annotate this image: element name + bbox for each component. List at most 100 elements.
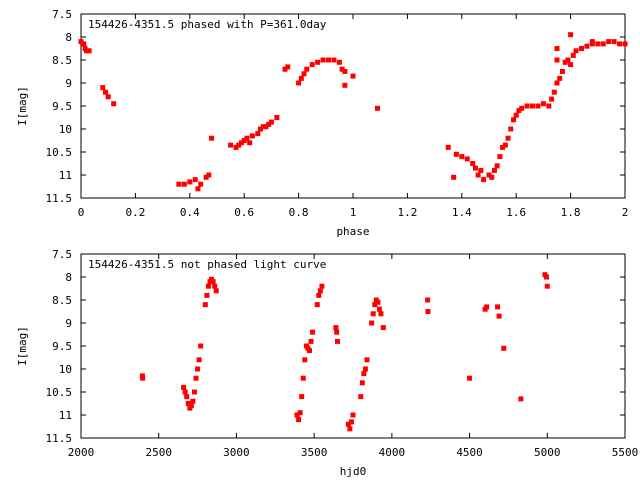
data-point [334,338,340,344]
data-point [274,115,280,120]
x-tick-label: 1.4 [452,206,472,219]
axis-ticks [80,253,626,439]
data-point [300,375,306,381]
data-point [202,302,208,308]
data-point [316,292,322,298]
data-point [233,144,239,150]
data-point [306,348,312,354]
data-point [185,401,191,406]
data-points [78,32,628,192]
data-point [459,154,465,160]
data-point [244,135,250,141]
data-point [333,325,339,331]
data-point [361,371,367,377]
data-point [260,124,266,130]
axis-ticks [80,13,626,199]
data-point [193,375,199,381]
x-tick-label: 1.8 [561,206,581,219]
data-point [374,105,380,111]
data-point [336,59,342,65]
y-tick-label: 10 [59,363,72,376]
data-point [298,75,304,81]
data-point [350,73,356,79]
data-point [347,426,353,432]
data-point [182,389,188,395]
data-point [464,156,470,162]
data-point [203,174,209,180]
data-point [204,292,210,298]
data-point [302,357,308,363]
x-tick-label: 4500 [456,446,483,459]
data-point [549,96,555,102]
data-point [297,410,303,416]
data-point [196,357,202,363]
data-point [502,142,508,148]
x-tick-label: 0.2 [125,206,145,219]
data-point [236,142,242,148]
data-point [518,396,524,402]
y-tick-label: 11 [59,409,72,422]
data-point [606,39,612,45]
data-point [331,57,337,63]
data-point [370,311,376,317]
data-point [600,41,606,47]
data-point [358,394,364,400]
data-point [376,306,382,312]
x-tick-labels: 0 0.2 0.4 0.6 0.8 1 1.2 1.4 1.6 1.8 2 [78,206,629,219]
data-point [535,103,541,109]
data-point [497,154,503,160]
data-point [568,62,574,68]
x-tick-label: 0.8 [289,206,309,219]
data-point [470,161,476,166]
data-point [206,172,212,178]
y-tick-label: 8 [65,271,72,284]
data-point [425,309,431,314]
data-point [181,384,187,390]
data-point [326,57,332,63]
data-point [299,394,305,400]
data-point [557,75,563,81]
data-points [139,272,550,432]
x-tick-label: 4000 [379,446,406,459]
data-point [544,274,550,280]
data-point [369,320,375,326]
data-point [238,140,244,146]
data-point [524,103,530,109]
data-point [584,43,590,49]
data-point [565,57,571,63]
data-point [500,144,506,150]
data-point [559,69,565,74]
x-axis-label: phase [336,225,369,238]
data-point [315,59,321,65]
data-point [345,421,351,427]
data-point [181,181,187,187]
data-point [501,345,507,351]
data-point [578,46,584,51]
data-point [453,151,459,157]
data-point [508,126,514,132]
data-point [622,41,628,47]
data-point [544,283,550,289]
y-tick-label: 9 [65,77,72,90]
data-point [212,283,218,289]
data-point [467,375,473,381]
data-point [425,297,431,303]
data-point [308,338,314,344]
data-point [187,179,193,185]
data-point [247,140,253,146]
data-point [546,103,552,109]
data-point [81,41,87,47]
data-point [380,325,386,331]
x-tick-label: 1.6 [506,206,526,219]
data-point [190,398,196,404]
data-point [140,375,146,381]
data-point [301,71,307,77]
y-tick-label: 8 [65,31,72,44]
data-point [296,417,302,423]
data-point [176,181,182,187]
data-point [184,394,190,400]
data-point [213,288,219,294]
data-point [334,329,340,335]
data-point [342,69,348,74]
data-point [317,288,323,294]
